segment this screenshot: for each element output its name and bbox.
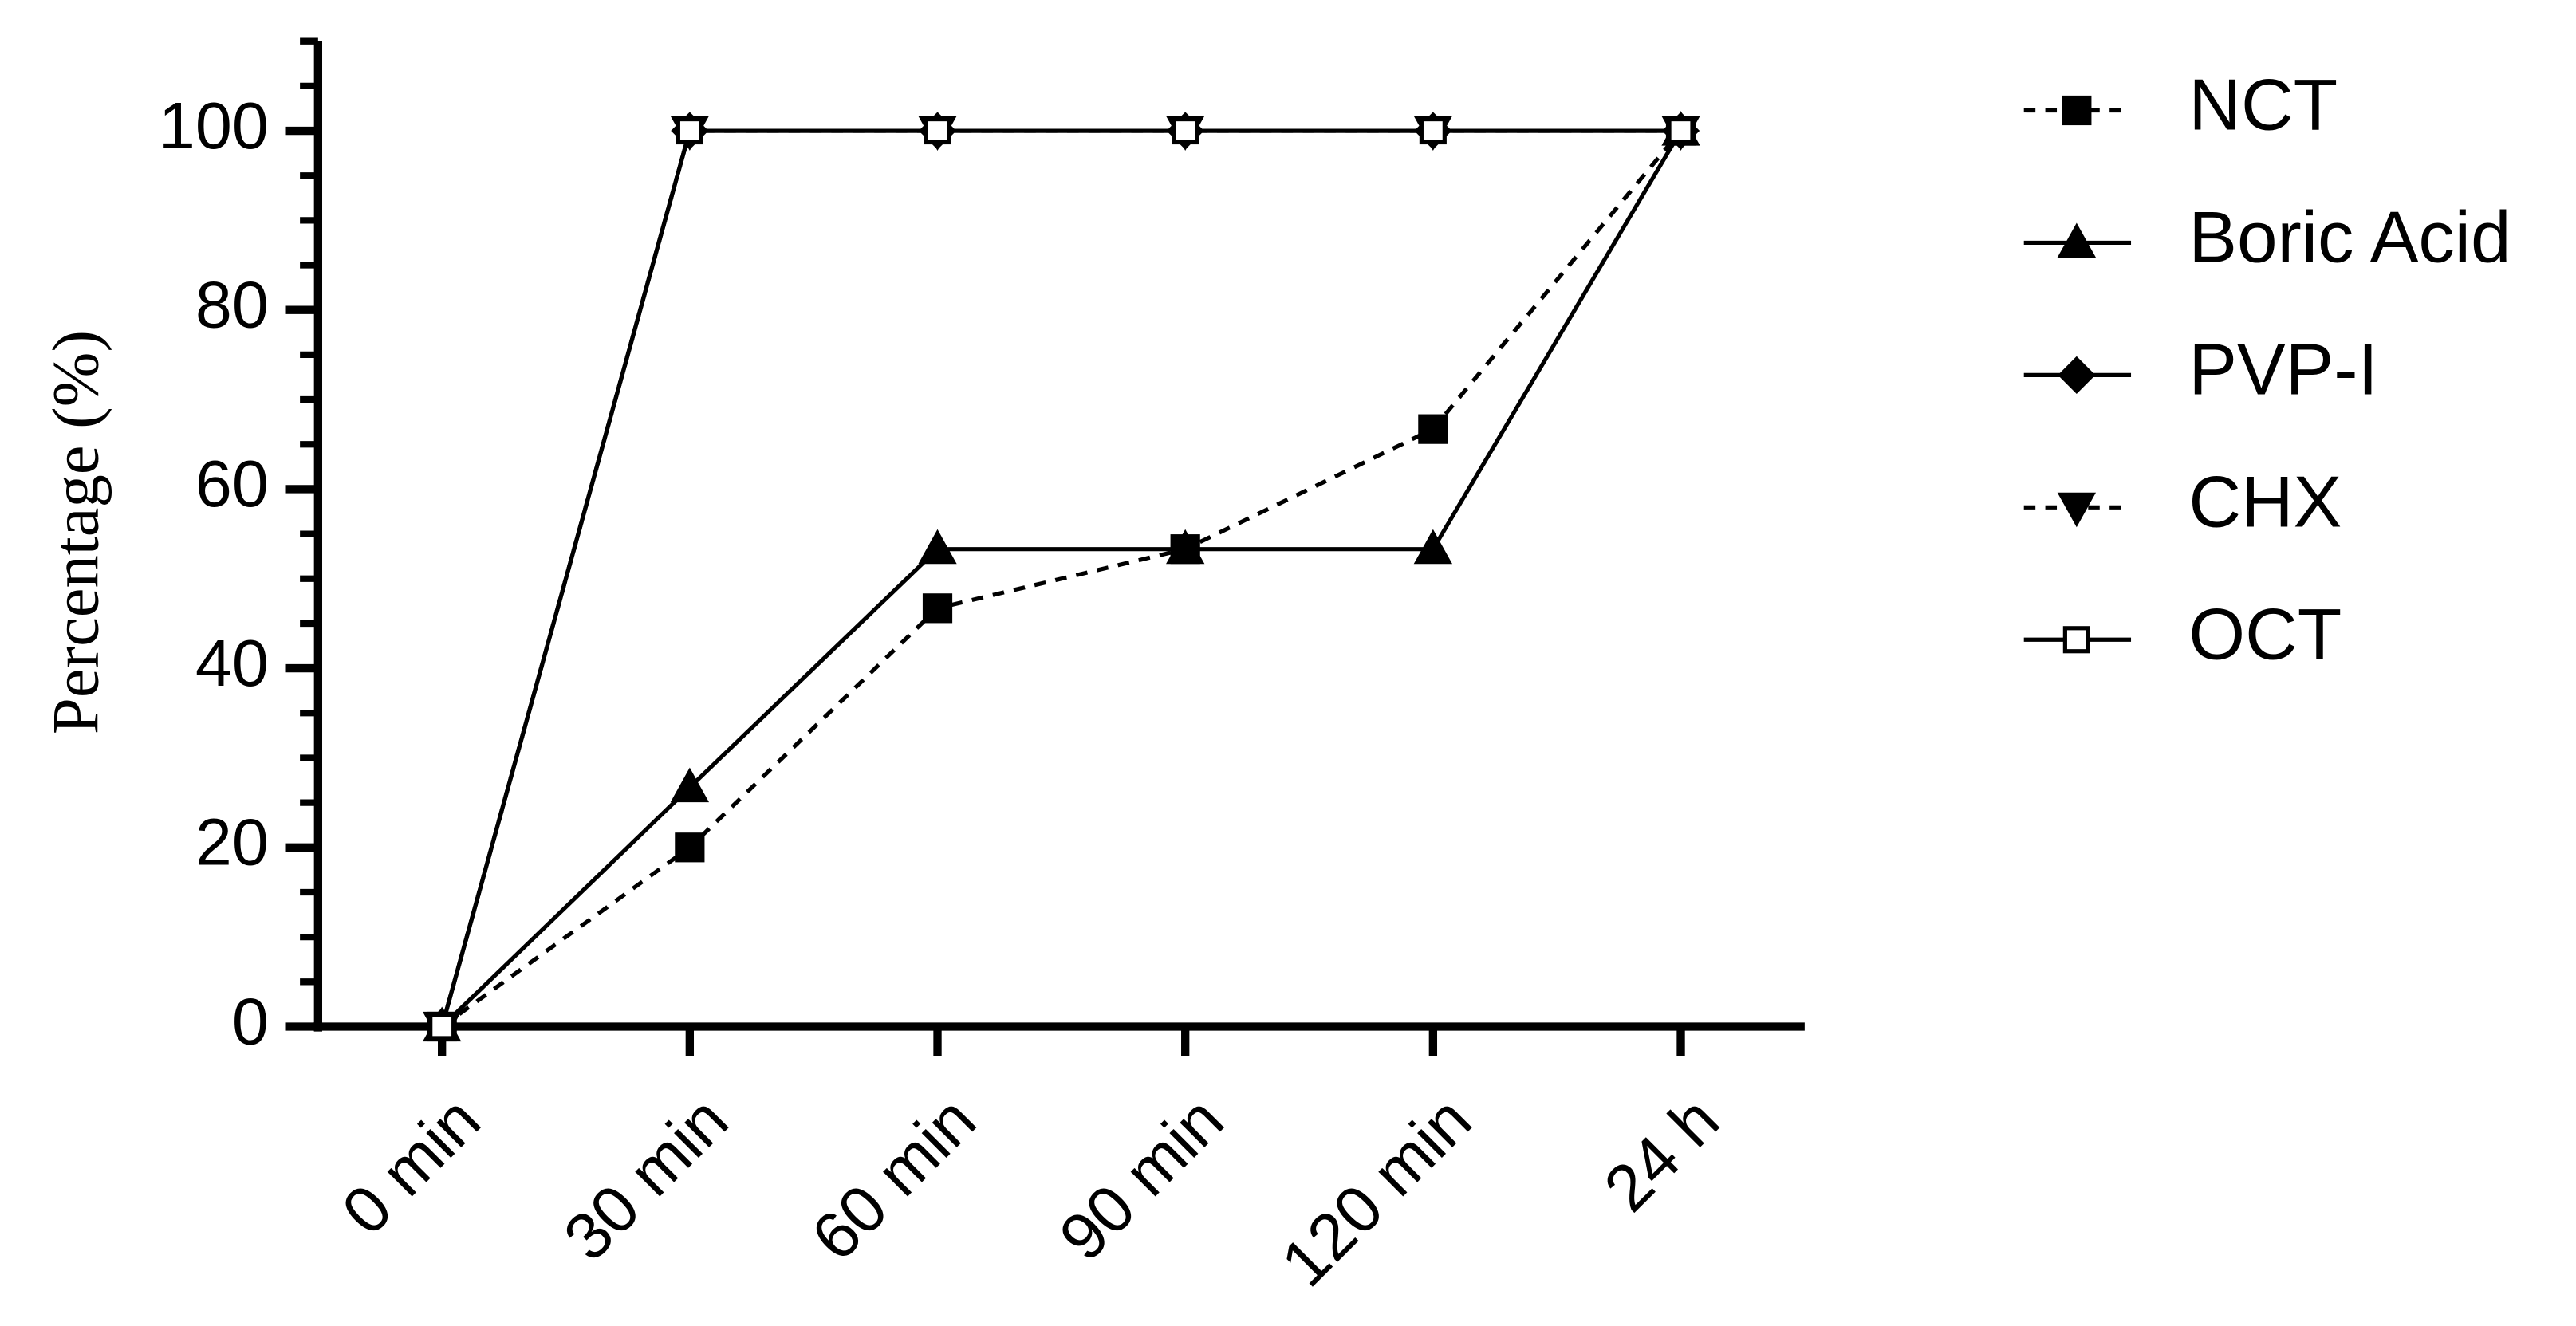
marker [918, 529, 957, 565]
marker [675, 832, 705, 863]
y-tick-label: 100 [159, 89, 269, 163]
x-tick-label: 0 min [328, 1082, 494, 1249]
marker [670, 767, 710, 803]
y-tick-label: 80 [195, 268, 269, 342]
legend-label: OCT [2188, 594, 2342, 675]
marker [924, 116, 951, 145]
legend-label: PVP-I [2188, 329, 2377, 410]
marker [2062, 626, 2090, 654]
series-line [439, 128, 1681, 1028]
x-tick-label: 90 min [1045, 1082, 1237, 1274]
legend-label: NCT [2188, 65, 2338, 146]
series-line [440, 129, 1683, 1029]
x-tick-label: 30 min [549, 1082, 742, 1274]
legend-label: CHX [2188, 462, 2342, 542]
y-tick-label: 40 [195, 626, 269, 700]
series-line [440, 129, 1683, 1029]
x-tick-label: 24 h [1589, 1082, 1733, 1226]
y-axis-label: Percentage (%) [38, 330, 112, 734]
marker [1172, 116, 1199, 145]
y-tick-label: 60 [195, 447, 269, 521]
marker [428, 1013, 456, 1041]
marker [2057, 492, 2097, 528]
marker [676, 116, 703, 145]
marker [922, 593, 953, 624]
marker [1419, 116, 1447, 145]
x-tick-label: 120 min [1267, 1082, 1486, 1300]
marker [1166, 529, 1205, 565]
y-tick-label: 0 [232, 984, 269, 1058]
marker [1413, 529, 1453, 565]
y-tick-label: 20 [195, 805, 269, 879]
x-tick-label: 60 min [798, 1082, 990, 1274]
marker [1418, 414, 1448, 444]
marker [2062, 95, 2092, 126]
legend-label: Boric Acid [2188, 197, 2511, 277]
marker [2057, 222, 2097, 258]
marker [2058, 356, 2096, 394]
marker [1667, 116, 1695, 145]
